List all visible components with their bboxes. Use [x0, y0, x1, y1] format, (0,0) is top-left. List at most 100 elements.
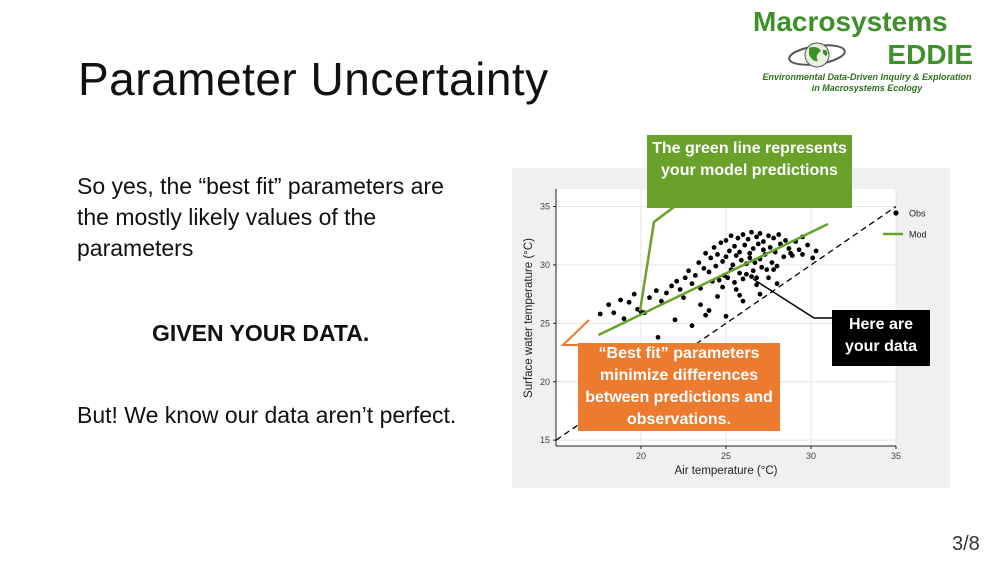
observation-point: [733, 253, 739, 258]
observation-point: [677, 287, 683, 292]
observation-point: [626, 299, 632, 305]
observation-point: [749, 274, 754, 280]
legend-mod-label: Mod: [909, 230, 927, 240]
observation-point: [766, 275, 771, 281]
observation-point: [674, 278, 680, 284]
observation-point: [655, 334, 661, 340]
observation-point: [715, 294, 720, 299]
x-tick-label: 35: [891, 451, 901, 461]
observation-point: [774, 263, 780, 269]
observation-point: [723, 254, 729, 260]
observation-point: [664, 290, 669, 296]
observation-point: [631, 291, 637, 297]
legend: Obs Mod: [883, 209, 927, 240]
observation-point: [723, 238, 729, 243]
model-prediction-line: [597, 222, 829, 337]
observation-point: [723, 313, 729, 319]
observation-point: [757, 230, 763, 236]
observation-point: [796, 247, 802, 253]
observation-point: [720, 284, 725, 290]
one-to-one-reference-line: [555, 205, 897, 441]
observation-point: [647, 295, 652, 301]
legend-obs-marker: [893, 210, 899, 216]
y-tick-label: 35: [540, 202, 550, 212]
observation-point: [781, 254, 787, 260]
observation-point: [693, 273, 698, 278]
observation-point: [745, 236, 751, 242]
observation-point: [732, 243, 737, 249]
observation-point: [755, 241, 761, 247]
observation-points: [597, 229, 819, 340]
observation-point: [737, 292, 742, 298]
observation-point: [696, 260, 702, 265]
observation-point: [698, 302, 703, 308]
x-tick-label: 20: [636, 451, 646, 461]
observation-point: [669, 283, 674, 289]
observation-point: [776, 232, 782, 237]
x-tick-label: 30: [806, 451, 816, 461]
y-tick-label: 20: [540, 377, 550, 387]
x-ticks: 20 25 30 35: [636, 446, 901, 461]
observation-point: [752, 260, 758, 265]
observation-point: [621, 316, 627, 322]
observation-point: [744, 271, 749, 277]
globe-icon: [788, 42, 846, 68]
observation-point: [737, 270, 742, 276]
observation-point: [761, 239, 766, 244]
x-axis-label: Air temperature (°C): [674, 465, 777, 477]
page-number: 3/8: [952, 533, 980, 555]
x-tick-label: 25: [721, 451, 731, 461]
observation-point: [708, 255, 714, 261]
observation-point: [597, 311, 603, 317]
logo-line1: Macrosystems: [753, 6, 948, 37]
observation-point: [703, 312, 708, 318]
observation-point: [786, 246, 792, 251]
observation-point: [747, 255, 753, 261]
observation-point: [718, 240, 724, 246]
logo-tagline: Environmental Data-Driven Inquiry & Expl…: [751, 72, 983, 94]
logo-tagline-1: Environmental Data-Driven Inquiry & Expl…: [762, 72, 972, 82]
macrosystems-eddie-logo: Macrosystems EDDIE Environmental Data-Dr…: [745, 6, 985, 98]
observation-point: [672, 317, 678, 323]
observation-point: [727, 248, 732, 254]
observation-point: [754, 282, 759, 288]
observation-point: [766, 233, 771, 239]
body-paragraph-2: GIVEN YOUR DATA.: [152, 320, 370, 346]
observation-point: [725, 275, 731, 281]
observation-point: [713, 263, 719, 269]
body-paragraph-3: But! We know our data aren’t perfect.: [77, 402, 457, 428]
observation-point: [740, 276, 746, 282]
observation-point: [706, 269, 712, 275]
callout-best-fit: “Best fit” parameters minimize differenc…: [578, 343, 780, 431]
observation-point: [774, 281, 780, 287]
slide-title: Parameter Uncertainty: [78, 53, 549, 105]
observation-point: [728, 233, 734, 239]
y-ticks: 15 20 25 30 35: [540, 202, 556, 445]
observation-point: [759, 264, 765, 270]
observation-point: [747, 250, 753, 256]
observation-point: [716, 277, 722, 283]
observation-point: [769, 260, 775, 265]
observation-point: [761, 247, 766, 253]
observation-point: [706, 308, 712, 313]
observation-point: [732, 280, 737, 285]
observation-point: [800, 252, 805, 257]
observation-point: [686, 268, 691, 274]
observation-point: [771, 267, 776, 273]
observation-point: [733, 287, 739, 292]
observation-point: [701, 266, 707, 271]
observation-point: [682, 275, 688, 281]
observation-point: [771, 235, 776, 241]
observation-point: [749, 229, 754, 235]
observation-point: [738, 257, 744, 263]
observation-point: [813, 248, 819, 254]
observation-point: [764, 267, 770, 273]
observation-point: [606, 302, 612, 308]
y-tick-label: 15: [540, 435, 550, 445]
observation-point: [735, 235, 741, 241]
observation-point: [750, 246, 756, 251]
observation-point: [715, 252, 720, 257]
y-axis-label: Surface water temperature (°C): [523, 238, 535, 398]
callout-your-data: Here are your data: [832, 310, 930, 366]
observation-point: [711, 245, 717, 250]
